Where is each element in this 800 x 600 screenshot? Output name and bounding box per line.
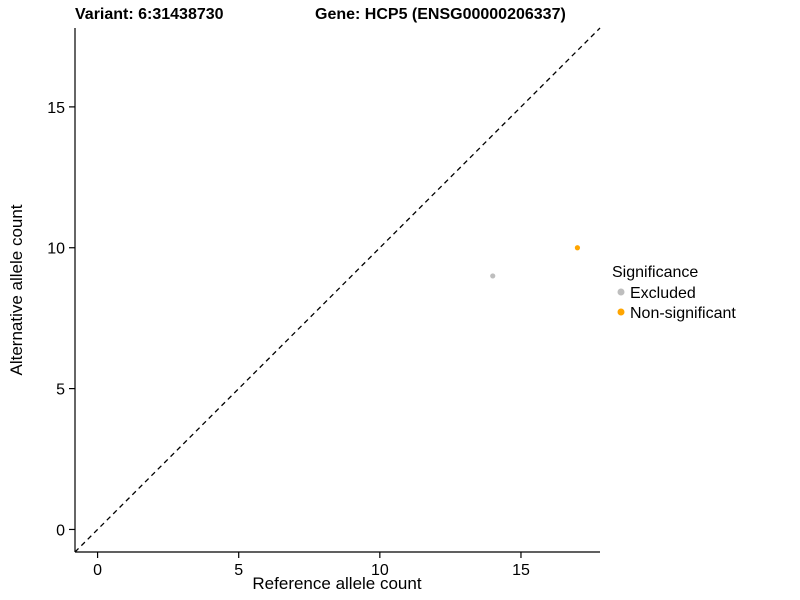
y-tick-label: 15	[47, 100, 65, 117]
x-axis-title: Reference allele count	[252, 574, 421, 593]
x-tick-label: 0	[93, 562, 102, 579]
legend-title: Significance	[612, 264, 698, 281]
legend-label-excluded: Excluded	[630, 285, 696, 302]
y-tick-label: 0	[56, 522, 65, 539]
x-tick-label: 10	[371, 562, 389, 579]
identity-line	[74, 27, 601, 553]
legend-item-excluded: Excluded	[617, 285, 696, 302]
legend-swatch-excluded-icon	[617, 288, 625, 296]
legend-swatch-non-significant-icon	[617, 308, 625, 316]
x-tick-label: 15	[512, 562, 530, 579]
y-axis-title: Alternative allele count	[7, 204, 26, 375]
y-tick-label: 10	[47, 241, 65, 258]
variant-title: Variant: 6:31438730	[75, 6, 224, 23]
plot-panel: 0 5 10 15 0 5 10 15	[47, 27, 601, 579]
y-tick-label: 5	[56, 382, 65, 399]
legend: Significance Excluded Non-significant	[612, 264, 736, 322]
legend-item-non-significant: Non-significant	[617, 305, 736, 322]
legend-label-non-significant: Non-significant	[630, 305, 736, 322]
data-point-non-significant	[574, 245, 581, 251]
x-tick-label: 5	[234, 562, 243, 579]
data-point-excluded	[490, 273, 496, 279]
gene-title: Gene: HCP5 (ENSG00000206337)	[315, 6, 566, 23]
